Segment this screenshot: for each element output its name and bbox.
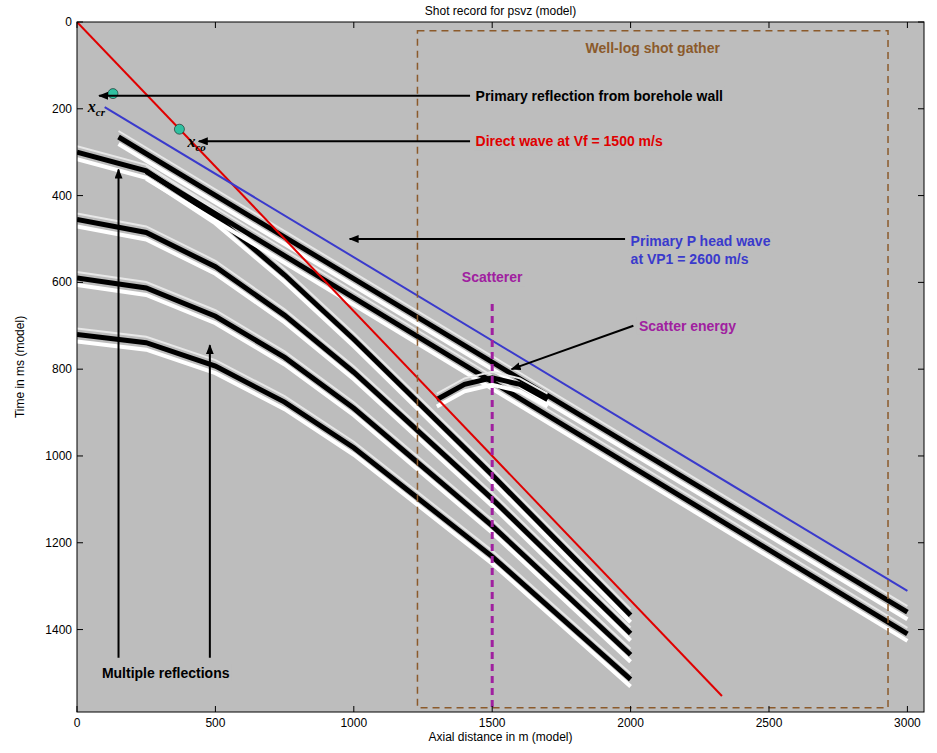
y-tick — [918, 22, 924, 23]
arrow — [512, 326, 634, 369]
point — [174, 124, 184, 134]
event-shadow — [77, 272, 631, 649]
point-label-sub: co — [195, 141, 206, 153]
label-patch — [100, 664, 232, 682]
label-patch — [584, 39, 723, 57]
arrow — [99, 95, 470, 97]
point-label: xco — [186, 133, 206, 153]
x-tick — [77, 706, 78, 712]
y-tick — [77, 369, 83, 370]
plot-marks — [77, 22, 907, 712]
y-tick-label: 1000 — [45, 449, 72, 463]
label-patch — [637, 317, 738, 335]
wave-line — [105, 107, 908, 591]
event-shadow — [77, 328, 631, 673]
x-tick-label: 3000 — [894, 716, 921, 730]
point-label-main: x — [87, 98, 96, 115]
x-tick-label: 2000 — [617, 716, 644, 730]
arrow — [209, 345, 211, 657]
plot-background — [77, 22, 924, 712]
y-tick — [918, 108, 924, 109]
x-tick — [492, 706, 493, 712]
title: Shot record for psvz (model) — [425, 4, 576, 18]
x-tick — [353, 22, 354, 28]
seismic-event — [146, 172, 907, 634]
y-tick-label: 1200 — [45, 536, 72, 550]
x-axis-title: Axial distance in m (model) — [428, 730, 572, 744]
seismic-event — [77, 278, 631, 655]
y-tick — [918, 542, 924, 543]
y-tick-label: 600 — [52, 275, 72, 289]
event-shadow — [146, 166, 907, 628]
vline-label: Scatterer — [462, 269, 523, 285]
y-tick — [77, 22, 83, 23]
x-tick-label: 1000 — [340, 716, 367, 730]
event-shadow — [146, 179, 907, 641]
x-tick-label: 500 — [205, 716, 225, 730]
scatterer-line — [491, 304, 494, 712]
y-tick — [918, 195, 924, 196]
arrow — [118, 170, 120, 658]
annotation: Direct wave at Vf = 1500 m/s — [476, 133, 663, 149]
frame — [77, 22, 924, 712]
labels: Well-log shot gatherScattererxcrxcoPrima… — [87, 39, 773, 682]
x-tick — [630, 706, 631, 712]
region-label: Well-log shot gather — [586, 40, 721, 56]
region-box — [417, 31, 888, 708]
x-tick — [215, 22, 216, 28]
y-tick — [77, 542, 83, 543]
label-patch — [629, 250, 751, 268]
point-label-sub: cr — [96, 106, 106, 118]
x-tick-label: 0 — [74, 716, 81, 730]
x-tick — [492, 22, 493, 28]
chart: 0 500 1000 1500 2000 2500 3000 0 200 400 600 800 100… — [0, 0, 937, 753]
annotation: Primary reflection from borehole wall — [476, 88, 723, 104]
label-patch — [474, 87, 725, 105]
y-tick — [918, 282, 924, 283]
arrow — [199, 140, 470, 142]
y-axis-title: Time in ms (model) — [13, 316, 27, 418]
y-tick — [918, 369, 924, 370]
y-tick-label: 400 — [52, 189, 72, 203]
seismic-event — [77, 334, 631, 679]
y-tick — [918, 629, 924, 630]
x-tick — [907, 706, 908, 712]
event-shadow — [119, 131, 908, 606]
x-tick — [215, 706, 216, 712]
annotation: Multiple reflections — [102, 665, 230, 681]
x-tick — [768, 706, 769, 712]
x-tick-label: 1500 — [479, 716, 506, 730]
annotation: Scatter energy — [639, 318, 736, 334]
y-tick-label: 0 — [65, 15, 72, 29]
y-tick — [77, 108, 83, 109]
y-tick — [77, 455, 83, 456]
point-label-main: x — [186, 133, 195, 150]
y-tick-label: 1400 — [45, 623, 72, 637]
event-shadow — [119, 144, 908, 619]
x-tick — [907, 22, 908, 28]
wave-line — [77, 22, 722, 696]
annotation: Primary P head wave — [631, 233, 771, 249]
x-tick — [768, 22, 769, 28]
y-tick — [918, 455, 924, 456]
label-patch — [629, 232, 773, 250]
y-tick — [77, 282, 83, 283]
x-tick — [353, 706, 354, 712]
point-label: xcr — [87, 98, 106, 118]
point — [108, 89, 118, 99]
seismic-event — [119, 137, 908, 612]
x-tick — [630, 22, 631, 28]
y-tick — [77, 195, 83, 196]
y-tick-label: 800 — [52, 362, 72, 376]
y-tick-label: 200 — [52, 102, 72, 116]
annotation: at VP1 = 2600 m/s — [631, 251, 749, 267]
label-patch — [474, 132, 665, 150]
arrow — [350, 238, 625, 240]
x-tick-label: 2500 — [756, 716, 783, 730]
label-patch — [460, 268, 525, 286]
y-tick — [77, 629, 83, 630]
x-tick — [77, 22, 78, 28]
